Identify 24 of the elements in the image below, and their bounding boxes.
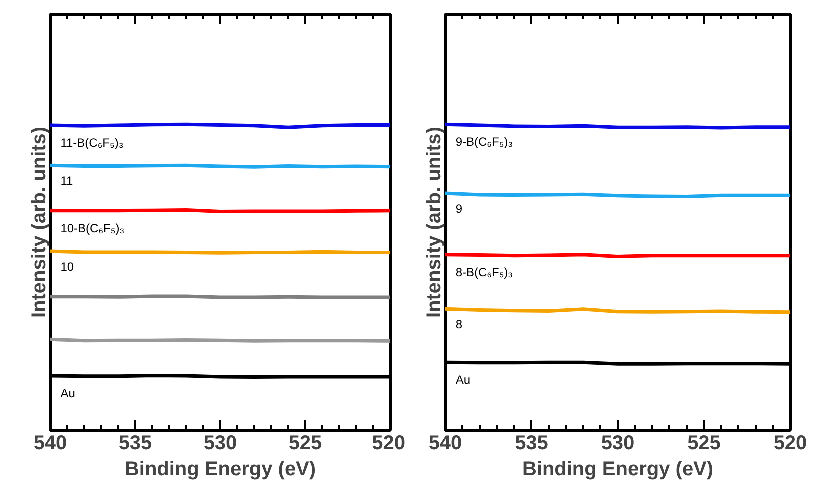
series-label: 11 <box>60 174 74 188</box>
series-label: 9 <box>456 202 463 216</box>
series-label: 8-B(C₆F₅)₃ <box>456 265 514 280</box>
x-tick-label: 530 <box>204 432 238 454</box>
x-axis-title: Binding Energy (eV) <box>522 458 714 480</box>
x-tick-label: 540 <box>34 432 68 454</box>
series-label: 8 <box>456 317 463 332</box>
x-tick-label: 520 <box>774 432 808 454</box>
x-tick-label: 540 <box>428 432 462 454</box>
x-tick-label: 535 <box>118 432 152 454</box>
series-label: 10-B(C₆F₅)₃ <box>60 221 125 236</box>
series-label: Au <box>456 372 471 387</box>
x-tick-label: 530 <box>601 432 635 454</box>
x-tick-label: 520 <box>372 432 406 454</box>
x-tick-label: 535 <box>515 432 548 454</box>
series-label: 9-B(C₆F₅)₃ <box>456 135 514 150</box>
series-label: 10 <box>60 260 74 274</box>
x-axis-title: Binding Energy (eV) <box>124 458 316 480</box>
series-label: 11-B(C₆F₅)₃ <box>60 136 124 150</box>
x-tick-label: 525 <box>288 432 322 454</box>
x-tick-label: 525 <box>688 432 721 454</box>
y-axis-title: Intensity (arb. units) <box>424 126 446 318</box>
y-axis-title: Intensity (arb. units) <box>28 126 50 318</box>
series-label: Au <box>60 386 76 400</box>
